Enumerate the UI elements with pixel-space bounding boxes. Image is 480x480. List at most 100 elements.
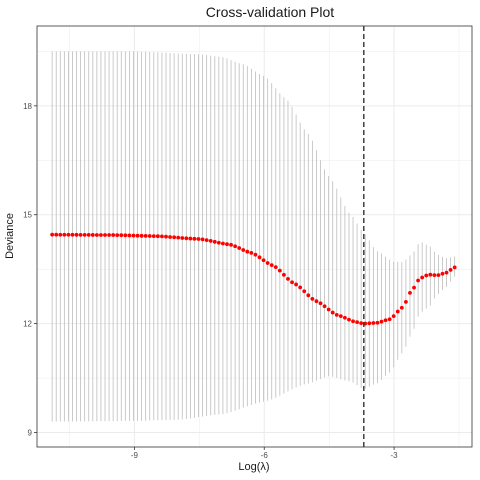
mean-point xyxy=(265,261,270,265)
mean-point xyxy=(74,232,79,237)
mean-point xyxy=(147,234,152,238)
mean-point xyxy=(123,233,128,238)
chart-title: Cross-validation Plot xyxy=(206,4,334,20)
mean-point xyxy=(269,263,274,268)
y-tick-label: 15 xyxy=(23,211,32,220)
mean-point xyxy=(420,275,425,280)
mean-point xyxy=(216,240,221,245)
mean-point xyxy=(310,296,315,301)
mean-point xyxy=(151,234,156,239)
y-axis-ticks: 9 12 15 18 xyxy=(23,102,37,437)
mean-point xyxy=(306,293,311,298)
mean-point xyxy=(168,235,172,239)
mean-point xyxy=(257,255,262,260)
mean-point xyxy=(387,317,392,322)
mean-point xyxy=(367,321,372,326)
mean-point xyxy=(241,248,246,252)
mean-point xyxy=(107,233,111,237)
mean-point xyxy=(379,319,384,324)
mean-point xyxy=(302,289,307,294)
mean-point xyxy=(115,233,120,238)
mean-point xyxy=(273,265,278,270)
mean-point xyxy=(192,236,197,241)
mean-point xyxy=(66,232,71,237)
x-axis-ticks: -9 -6 -3 xyxy=(131,447,398,460)
mean-point xyxy=(290,280,294,285)
mean-point xyxy=(318,301,323,306)
mean-point xyxy=(78,232,83,237)
y-tick-label: 18 xyxy=(23,102,32,111)
mean-point xyxy=(253,252,258,257)
mean-point xyxy=(245,249,250,254)
mean-point xyxy=(351,319,355,324)
x-tick-label: -6 xyxy=(261,451,269,460)
mean-point xyxy=(391,314,396,319)
mean-point xyxy=(135,233,140,238)
mean-point xyxy=(164,234,168,239)
mean-point xyxy=(432,273,437,278)
mean-point xyxy=(70,232,75,237)
mean-point xyxy=(416,278,420,283)
mean-point xyxy=(383,318,388,323)
mean-point xyxy=(326,307,331,312)
mean-point xyxy=(225,242,229,247)
mean-point xyxy=(143,234,148,238)
mean-point xyxy=(294,282,299,287)
mean-point xyxy=(371,321,376,325)
plot-panel xyxy=(36,25,473,448)
mean-point xyxy=(99,233,103,237)
mean-point xyxy=(448,267,453,272)
mean-point xyxy=(261,258,266,263)
mean-point xyxy=(359,321,364,326)
mean-point xyxy=(86,233,91,237)
mean-point xyxy=(221,241,225,246)
mean-point xyxy=(94,233,99,237)
mean-point xyxy=(111,233,116,237)
mean-point xyxy=(184,236,189,241)
mean-point xyxy=(237,246,242,250)
mean-point xyxy=(338,314,343,318)
mean-point xyxy=(58,232,63,237)
x-axis-label: Log(λ) xyxy=(238,461,269,473)
mean-point xyxy=(314,299,319,304)
mean-deviance-points xyxy=(50,232,457,326)
x-tick-label: -3 xyxy=(391,451,399,460)
mean-point xyxy=(277,268,282,273)
mean-point xyxy=(127,233,132,238)
y-tick-label: 9 xyxy=(28,428,33,437)
mean-point xyxy=(233,244,238,249)
mean-point xyxy=(90,233,95,237)
mean-point xyxy=(452,265,457,270)
mean-point xyxy=(200,237,205,242)
mean-point xyxy=(412,285,416,290)
mean-point xyxy=(355,320,360,325)
mean-point xyxy=(103,233,107,237)
mean-point xyxy=(180,236,185,240)
mean-point xyxy=(286,277,290,281)
x-tick-label: -9 xyxy=(131,451,139,460)
mean-point xyxy=(82,232,87,237)
mean-point xyxy=(172,235,177,240)
panel-border xyxy=(36,25,473,448)
mean-point xyxy=(229,242,233,247)
mean-point xyxy=(176,235,181,240)
mean-point xyxy=(322,304,327,309)
mean-point xyxy=(347,317,351,322)
mean-point xyxy=(155,234,160,239)
mean-point xyxy=(428,272,433,277)
mean-point xyxy=(440,271,445,276)
mean-point xyxy=(444,270,449,275)
mean-point xyxy=(212,239,217,244)
mean-point xyxy=(196,237,201,241)
mean-point xyxy=(50,232,55,237)
mean-point xyxy=(249,250,254,255)
mean-point xyxy=(62,232,67,237)
mean-point xyxy=(298,285,303,290)
mean-point xyxy=(330,310,335,315)
mean-point xyxy=(119,233,124,238)
grid-layer xyxy=(37,26,472,447)
mean-point xyxy=(403,299,408,304)
mean-point xyxy=(436,273,441,278)
mean-point xyxy=(131,233,136,238)
mean-point xyxy=(334,312,339,317)
